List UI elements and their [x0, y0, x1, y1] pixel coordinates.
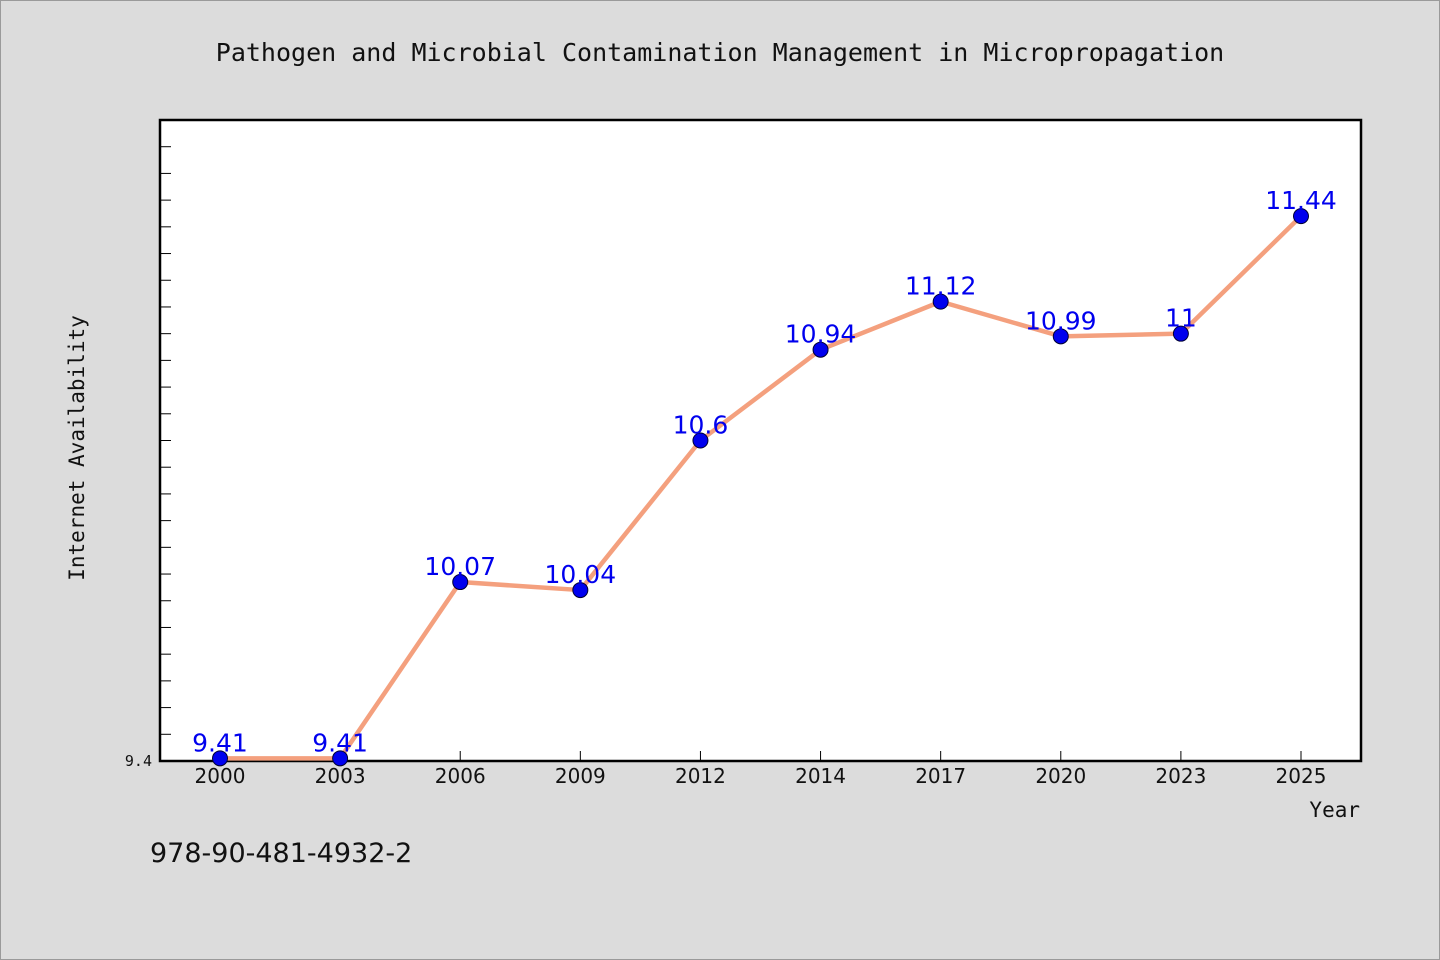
- data-label: 10.94: [785, 320, 857, 349]
- data-point: [1293, 208, 1309, 225]
- data-label: 10.04: [545, 560, 617, 589]
- series-markers: [212, 208, 1309, 767]
- data-point: [692, 432, 709, 449]
- y-tick-label: 9.4: [125, 752, 152, 770]
- data-point: [1052, 328, 1069, 345]
- isbn-text: 978-90-481-4932-2: [150, 838, 412, 869]
- data-point: [212, 750, 228, 767]
- data-point: [332, 750, 349, 767]
- data-label: 9.41: [192, 728, 248, 757]
- x-tick-label: 2025: [1276, 764, 1327, 788]
- x-tick-label: 2012: [675, 764, 726, 788]
- data-point: [932, 293, 949, 310]
- chart-title: Pathogen and Microbial Contamination Man…: [216, 38, 1224, 67]
- data-point: [812, 341, 829, 358]
- data-label: 10.99: [1025, 306, 1097, 335]
- data-label: 10.07: [424, 552, 496, 581]
- x-axis-tick-labels: 2000 2003 2006 2009 2012 2014 2017 2020 2023 2025: [195, 764, 1327, 788]
- x-tick-label: 2023: [1155, 764, 1206, 788]
- x-tick-label: 2006: [435, 764, 486, 788]
- data-label: 11: [1165, 304, 1197, 333]
- x-tick-label: 2003: [315, 764, 366, 788]
- data-point: [452, 574, 469, 591]
- x-tick-label: 2020: [1035, 764, 1086, 788]
- plot-area: [158, 118, 1363, 763]
- data-label: 11.44: [1265, 186, 1337, 215]
- data-label: 10.6: [673, 411, 729, 440]
- x-axis-label: Year: [1309, 798, 1360, 822]
- y-axis-tick-labels: 9.4: [125, 752, 152, 770]
- data-point: [572, 582, 589, 599]
- data-point: [1172, 325, 1189, 342]
- x-tick-label: 2017: [915, 764, 966, 788]
- data-labels: 9.41 9.41 10.07 10.04 10.6 10.94 11.12 10.99 11 1…: [192, 186, 1337, 757]
- data-label: 9.41: [312, 728, 368, 757]
- y-axis-label: Internet Availability: [65, 315, 89, 581]
- x-tick-label: 2014: [795, 764, 846, 788]
- series-line: [217, 213, 1304, 761]
- data-label: 11.12: [905, 272, 977, 301]
- x-tick-label: 2000: [195, 764, 246, 788]
- y-axis-ticks: [160, 146, 171, 762]
- x-tick-label: 2009: [555, 764, 606, 788]
